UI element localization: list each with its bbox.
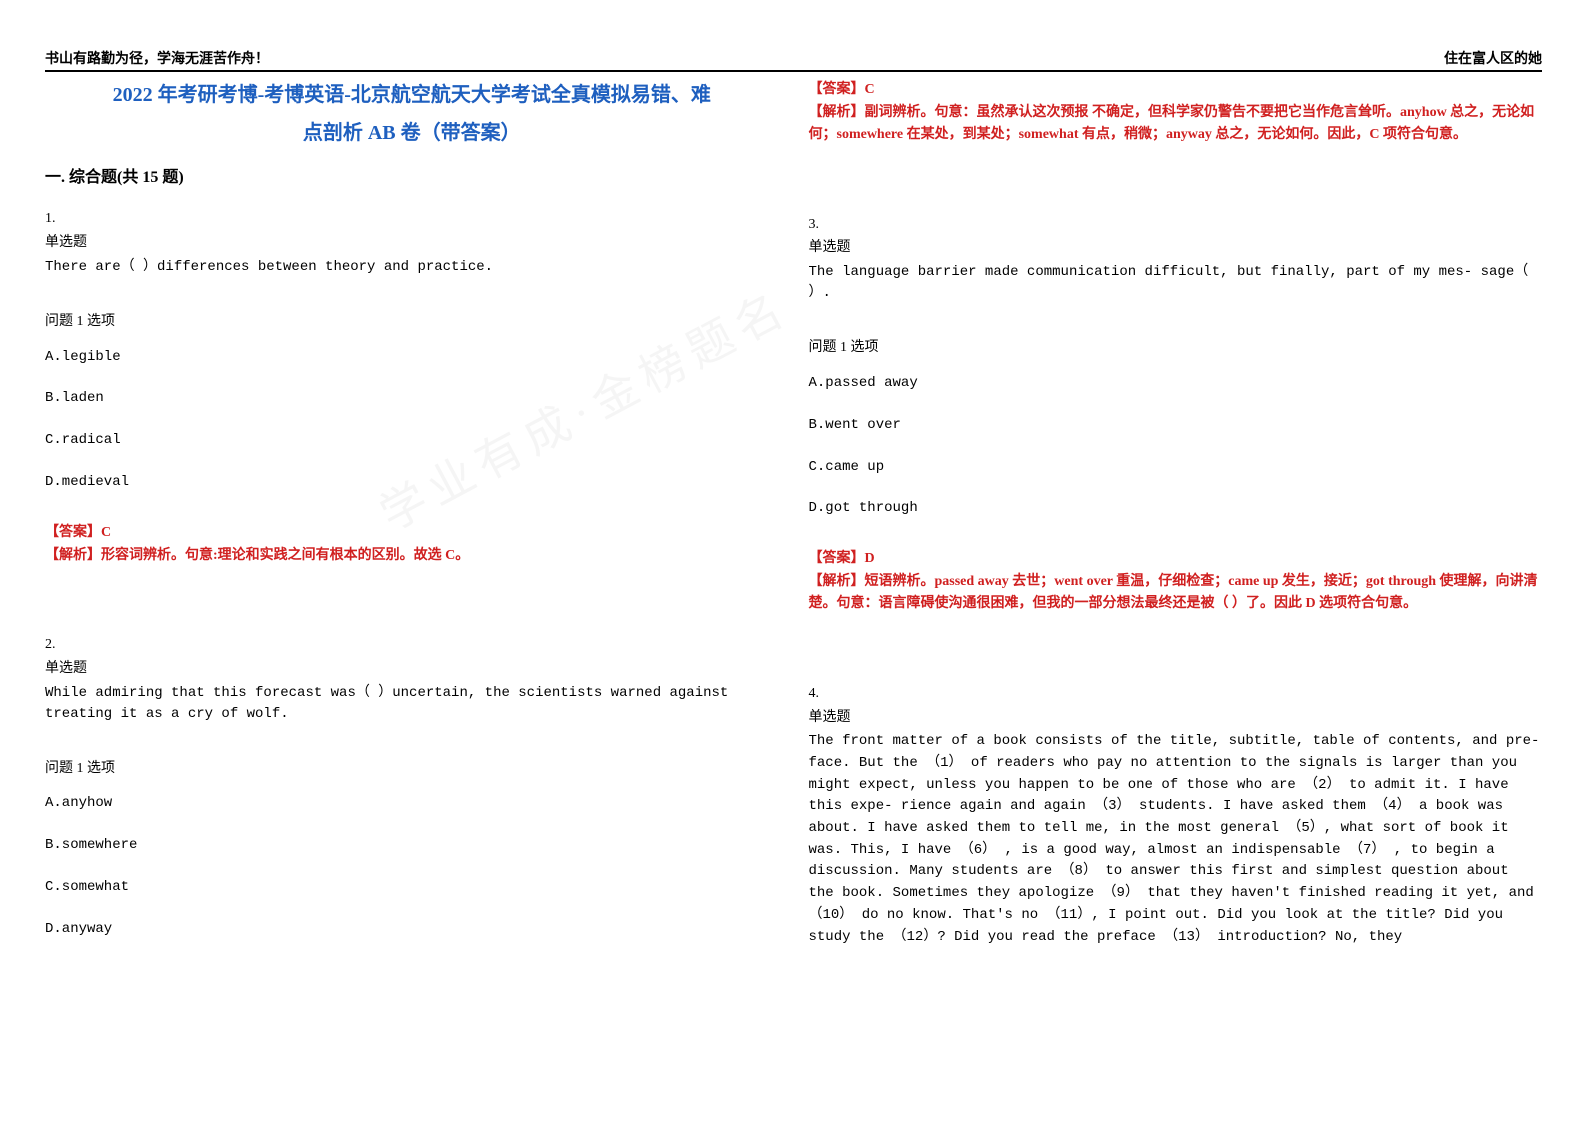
- q3-type: 单选题: [809, 236, 1543, 260]
- q1-explanation: 【解析】形容词辨析。句意:理论和实践之间有根本的区别。故选 C。: [45, 545, 779, 567]
- q2-option-d: D.anyway: [45, 918, 779, 942]
- doc-title-line1: 2022 年考研考博-考博英语-北京航空航天大学考试全真模拟易错、难: [45, 78, 779, 112]
- header-left: 书山有路勤为径，学海无涯苦作舟！: [45, 48, 269, 68]
- q1-option-a: A.legible: [45, 346, 779, 370]
- q3-option-label: 问题 1 选项: [809, 336, 1543, 360]
- q2-answer: 【答案】C: [809, 78, 1543, 102]
- section-heading: 一. 综合题(共 15 题): [45, 164, 779, 191]
- q4-number: 4.: [809, 682, 1543, 706]
- header-divider: [45, 70, 1542, 72]
- q2-option-a: A.anyhow: [45, 792, 779, 816]
- q3-stem: The language barrier made communication …: [809, 262, 1543, 304]
- q1-type: 单选题: [45, 231, 779, 255]
- right-column: 【答案】C 【解析】副词辨析。句意：虽然承认这次预报 不确定，但科学家仍警告不要…: [809, 78, 1543, 1082]
- q2-option-c: C.somewhat: [45, 876, 779, 900]
- doc-title-line2: 点剖析 AB 卷（带答案）: [45, 116, 779, 150]
- columns: 2022 年考研考博-考博英语-北京航空航天大学考试全真模拟易错、难 点剖析 A…: [45, 78, 1542, 1082]
- q1-option-c: C.radical: [45, 429, 779, 453]
- q3-option-c: C.came up: [809, 456, 1543, 480]
- left-column: 2022 年考研考博-考博英语-北京航空航天大学考试全真模拟易错、难 点剖析 A…: [45, 78, 779, 1082]
- q2-number: 2.: [45, 633, 779, 657]
- q1-number: 1.: [45, 207, 779, 231]
- q2-stem: While admiring that this forecast was（ ）…: [45, 683, 779, 725]
- q1-option-d: D.medieval: [45, 471, 779, 495]
- q3-option-b: B.went over: [809, 414, 1543, 438]
- q2-option-b: B.somewhere: [45, 834, 779, 858]
- page-container: 书山有路勤为径，学海无涯苦作舟！ 住在富人区的她 学业有成·金榜题名 2022 …: [0, 0, 1587, 1122]
- q1-stem: There are（ ）differences between theory a…: [45, 257, 779, 278]
- q3-explanation: 【解析】短语辨析。passed away 去世；went over 重温，仔细检…: [809, 571, 1543, 616]
- q1-option-b: B.laden: [45, 387, 779, 411]
- q2-option-label: 问题 1 选项: [45, 757, 779, 781]
- q3-option-a: A.passed away: [809, 372, 1543, 396]
- header-right: 住在富人区的她: [1444, 48, 1542, 68]
- q2-explanation: 【解析】副词辨析。句意：虽然承认这次预报 不确定，但科学家仍警告不要把它当作危言…: [809, 102, 1543, 147]
- q4-type: 单选题: [809, 706, 1543, 730]
- q4-passage: The front matter of a book consists of t…: [809, 731, 1543, 948]
- q1-answer: 【答案】C: [45, 521, 779, 545]
- q3-number: 3.: [809, 213, 1543, 237]
- page-header: 书山有路勤为径，学海无涯苦作舟！ 住在富人区的她: [45, 48, 1542, 68]
- q2-type: 单选题: [45, 657, 779, 681]
- q3-answer: 【答案】D: [809, 547, 1543, 571]
- q3-option-d: D.got through: [809, 497, 1543, 521]
- q1-option-label: 问题 1 选项: [45, 310, 779, 334]
